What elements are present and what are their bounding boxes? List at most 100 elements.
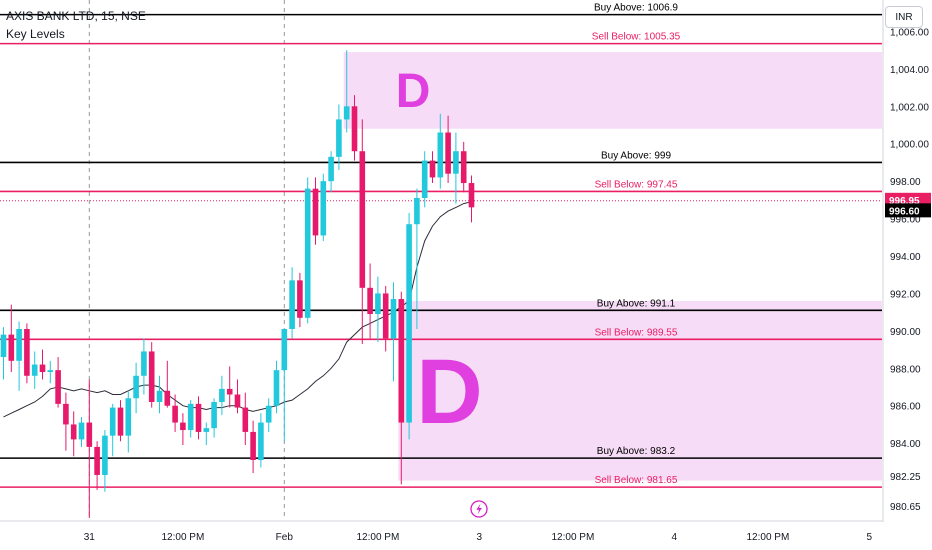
candle-body [203, 428, 210, 432]
candle-body [242, 407, 249, 432]
candle-body [226, 388, 233, 395]
price-badge-bg [885, 203, 931, 218]
sell-level-label: Sell Below: 989.55 [595, 327, 678, 338]
candle-body [187, 403, 194, 431]
candle [117, 400, 124, 442]
time-tick-label: 12:00 PM [746, 532, 789, 543]
candle-body [258, 422, 264, 460]
candle [445, 115, 451, 184]
sell-level-label: Sell Below: 981.65 [595, 475, 678, 486]
candle-body [297, 280, 303, 318]
time-tick-label: 12:00 PM [551, 532, 594, 543]
candle [312, 177, 319, 245]
candle [234, 379, 241, 414]
candle-body [39, 364, 46, 373]
buy-level-label: Buy Above: 983.2 [597, 446, 676, 457]
time-axis[interactable]: 31 12:00 PM Feb 12:00 PM 3 12:00 PM 4 12:00 PM 5 [0, 520, 883, 543]
candle [265, 398, 272, 432]
candle-body [195, 403, 202, 432]
candle-body [398, 299, 405, 423]
candle [141, 338, 147, 395]
candle [78, 416, 85, 447]
candle-body [367, 287, 373, 315]
candle-body [421, 160, 428, 199]
candle [0, 327, 7, 380]
candle [429, 151, 436, 184]
price-badge[interactable]: 996.95 [885, 192, 931, 207]
price-tick-label: 982.25 [890, 472, 921, 483]
candle-body [133, 375, 139, 399]
buy-level-label: Buy Above: 999 [601, 150, 671, 161]
candle [351, 95, 358, 161]
candle [211, 398, 217, 438]
price-tick-label: 990.00 [890, 327, 921, 338]
candle [133, 362, 139, 414]
candle-body [359, 151, 366, 288]
candle-body [16, 328, 22, 361]
price-tick-label: 1,004.00 [890, 65, 929, 76]
time-tick-label: 5 [867, 532, 873, 543]
candle-body [164, 390, 171, 406]
candle [460, 141, 467, 193]
time-tick-label: 3 [477, 532, 483, 543]
currency-button[interactable]: INR [885, 6, 923, 28]
candle [172, 394, 178, 432]
candle [148, 342, 155, 408]
price-axis[interactable]: 980.65 982.25 984.00 986.00 988.00 990.00 992.… [882, 0, 932, 550]
candle-body [460, 151, 467, 184]
candle [336, 104, 342, 170]
candle-body [289, 280, 295, 329]
time-tick-label: 12:00 PM [356, 532, 399, 543]
candle [55, 357, 61, 408]
sell-level-label: Sell Below: 1005.35 [592, 32, 681, 43]
candle [47, 360, 54, 384]
candle-body [414, 198, 420, 225]
candle-body [281, 328, 288, 371]
candle-body [351, 106, 358, 152]
candle-body [304, 188, 311, 318]
candle-body [55, 370, 61, 404]
candle [94, 441, 100, 490]
candle [453, 132, 459, 204]
candle [250, 420, 256, 474]
candle [421, 151, 428, 208]
candle [31, 351, 38, 389]
price-tick-label: 1,000.00 [890, 140, 929, 151]
candle-body [211, 401, 217, 429]
candle [63, 392, 69, 451]
candle [273, 360, 280, 414]
indicator-name[interactable]: Key Levels [6, 27, 65, 41]
price-tick-label: 994.00 [890, 252, 921, 263]
candle-body [117, 407, 124, 436]
sell-level-label: Sell Below: 997.45 [595, 179, 678, 190]
candle [304, 177, 311, 324]
candle-body [336, 119, 342, 157]
candle-body [94, 446, 100, 475]
candle [242, 392, 249, 446]
lightning-icon[interactable] [470, 500, 488, 518]
candle-body [219, 388, 225, 402]
time-tick-label: 12:00 PM [161, 532, 204, 543]
candle-body [453, 151, 459, 174]
price-tick-label: 1,002.00 [890, 102, 929, 113]
candle [226, 366, 233, 408]
demand-zone-label: D [396, 65, 431, 118]
candle-body [8, 334, 15, 361]
level-labels: Buy Above: 1006.9 Sell Below: 1005.35 Buy … [592, 3, 681, 487]
candle [24, 323, 30, 384]
candle [258, 413, 264, 468]
candle-body [429, 160, 436, 178]
candle-body [445, 132, 451, 174]
candle-body [328, 156, 334, 182]
candle-body [375, 293, 381, 315]
time-tick-label: 4 [672, 532, 678, 543]
price-badge[interactable]: 996.60 [885, 203, 931, 218]
price-tick-label: 998.00 [890, 177, 921, 188]
price-axis-bg [883, 0, 932, 550]
candle [414, 188, 420, 329]
chart-symbol-title: AXIS BANK LTD, 15, NSE [6, 9, 146, 23]
candle [375, 276, 381, 343]
candle [219, 375, 225, 416]
candle [390, 282, 397, 382]
